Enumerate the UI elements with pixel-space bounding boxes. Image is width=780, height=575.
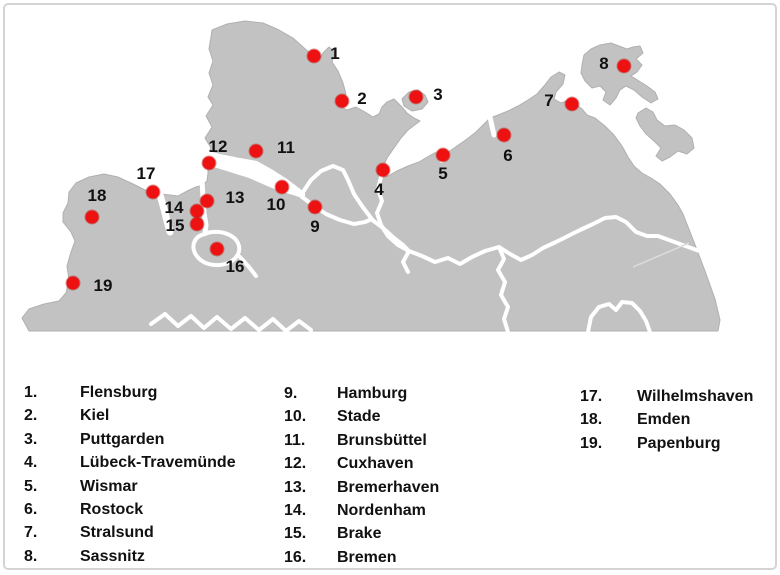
legend-item-name: Sassnitz [80, 548, 145, 565]
map-dot-14 [190, 204, 204, 218]
legend-item-number: 19. [580, 435, 603, 452]
legend-item-number: 12. [284, 455, 307, 472]
legend-item-number: 18. [580, 411, 603, 428]
legend-item-number: 5. [24, 478, 38, 495]
port-legend: 1. Flensburg 2. Kiel 3. Puttgarden 4. Lübeck-Tr… [5, 5, 775, 568]
image-frame: 1 2 3 4 5 6 7 8 9 10 11 12 13 14 15 16 17 18 19 1. Flensbur… [3, 3, 777, 570]
legend-item-name: Kiel [80, 407, 110, 424]
map-dot-3 [409, 90, 423, 104]
legend-item-number: 17. [580, 388, 603, 405]
jade-bay [156, 191, 174, 236]
map-dot-number-16: 16 [225, 257, 245, 276]
legend-item-number: 16. [284, 549, 307, 566]
map-dot-number-8: 8 [599, 54, 609, 73]
map-dot-number-6: 6 [503, 146, 513, 165]
map-dot-number-14: 14 [164, 198, 184, 217]
map-dot-5 [436, 148, 450, 162]
map-dot-number-7: 7 [544, 91, 554, 110]
legend-item-name: Flensburg [80, 384, 158, 401]
map-dot-number-2: 2 [357, 89, 367, 108]
legend-item-number: 15. [284, 525, 307, 542]
legend-item-number: 3. [24, 431, 38, 448]
border-mv-south [407, 215, 704, 266]
map-dot-8 [617, 59, 631, 73]
legend-item-number: 1. [24, 384, 38, 401]
legend-item-name: Emden [637, 411, 691, 428]
border-sh-mv [375, 175, 411, 253]
legend-item-number: 13. [284, 479, 307, 496]
border-ls-east [496, 245, 510, 334]
legend-item-name: Brake [337, 525, 382, 542]
map-dot-number-12: 12 [208, 137, 228, 156]
legend-item-number: 6. [24, 501, 38, 518]
legend-item-name: Papenburg [637, 435, 721, 452]
map-dot-15 [190, 217, 204, 231]
map-dot-18 [85, 210, 99, 224]
legend-item-number: 8. [24, 548, 38, 565]
map-dot-number-9: 9 [310, 217, 320, 236]
legend-item-name: Puttgarden [80, 431, 165, 448]
map-dot-1 [307, 49, 321, 63]
border-bump-south [586, 300, 652, 334]
map-dot-6 [497, 128, 511, 142]
map-dot-number-10: 10 [266, 195, 286, 214]
map-dot-2 [335, 94, 349, 108]
map-dot-number-1: 1 [330, 44, 340, 63]
weser-river [199, 178, 209, 236]
border-faint-diagonal [632, 242, 690, 268]
map-dot-number-11: 11 [277, 138, 295, 157]
map-dot-4 [376, 163, 390, 177]
legend-item-number: 7. [24, 524, 38, 541]
legend-item-number: 9. [284, 385, 298, 402]
legend-item-name: Stade [337, 408, 381, 425]
legend-item-name: Hamburg [337, 385, 408, 402]
legend-item-name: Lübeck-Travemünde [80, 454, 236, 471]
map-dot-13 [200, 194, 214, 208]
map-dot-number-4: 4 [374, 180, 384, 199]
map-dot-number-13: 13 [225, 188, 245, 207]
legend-item-name: Stralsund [80, 524, 154, 541]
legend-item-name: Wismar [80, 478, 138, 495]
legend-item-number: 10. [284, 408, 307, 425]
map-dot-7 [565, 97, 579, 111]
map-dot-10 [275, 180, 289, 194]
map-dot-number-5: 5 [438, 164, 448, 183]
legend-item-number: 4. [24, 454, 38, 471]
legend-item-name: Cuxhaven [337, 455, 414, 472]
usedom-island-shape [635, 107, 695, 162]
border-junction-south [401, 249, 411, 274]
legend-item-number: 14. [284, 502, 307, 519]
bremen-border-loop [191, 229, 242, 268]
legend-item-number: 11. [284, 432, 306, 449]
map-dot-number-19: 19 [93, 276, 113, 295]
legend-item-name: Nordenham [337, 502, 426, 519]
map-dot-11 [249, 144, 263, 158]
border-ls-south-zigzag [149, 312, 313, 333]
legend-item-name: Bremerhaven [337, 479, 440, 496]
map-dot-9 [308, 200, 322, 214]
legend-item-name: Wilhelmshaven [637, 388, 754, 405]
hamburg-border-north [301, 164, 373, 220]
coastline-map: 1 2 3 4 5 6 7 8 9 10 11 12 13 14 15 16 17 18 19 [5, 5, 775, 355]
warnow-inlet [487, 114, 497, 138]
map-dot-number-3: 3 [433, 85, 443, 104]
legend-item-name: Brunsbüttel [337, 432, 427, 449]
weser-upstream [238, 255, 258, 278]
legend-item-name: Rostock [80, 501, 144, 518]
map-dot-19 [66, 276, 80, 290]
ruegen-island-shape [580, 42, 659, 106]
legend-item-number: 2. [24, 407, 38, 424]
map-dot-number-15: 15 [165, 216, 185, 235]
legend-item-name: Bremen [337, 549, 397, 566]
map-dot-16 [210, 242, 224, 256]
map-dot-number-17: 17 [136, 164, 156, 183]
map-dot-number-18: 18 [87, 186, 107, 205]
map-dot-12 [202, 156, 216, 170]
map-dot-17 [146, 185, 160, 199]
